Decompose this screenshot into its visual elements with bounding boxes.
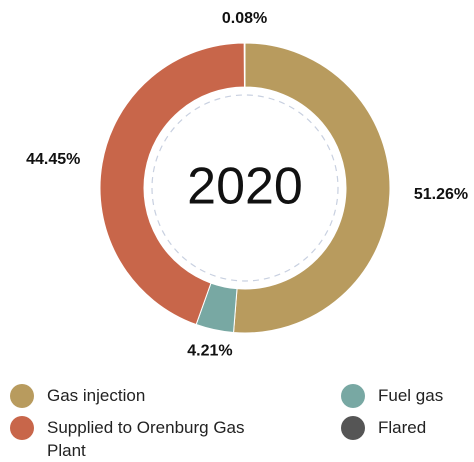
legend-label: Flared	[378, 418, 427, 437]
data-label: 4.21%	[187, 343, 232, 360]
chart: 2020 51.26% 4.21% 44.45% 0.08%	[26, 10, 468, 360]
slice	[232, 42, 391, 334]
center-label: 2020	[187, 158, 303, 216]
legend: Gas injection Fuel gas Supplied to Orenbur…	[10, 384, 470, 462]
slice	[243, 42, 246, 88]
data-label: 51.26%	[414, 186, 468, 203]
legend-item: Supplied to Orenburg Gas Plant	[10, 416, 341, 462]
slice	[99, 42, 245, 326]
legend-swatch	[341, 384, 365, 408]
data-label: 0.08%	[222, 10, 267, 27]
legend-swatch	[10, 384, 34, 408]
legend-label: Gas injection	[47, 386, 146, 405]
legend-label: Supplied to Orenburg Gas Plant	[47, 418, 245, 460]
legend-item: Gas injection	[10, 384, 341, 408]
legend-swatch	[341, 416, 365, 440]
legend-item: Fuel gas	[341, 384, 470, 408]
data-label: 44.45%	[26, 151, 80, 168]
legend-label: Fuel gas	[378, 386, 444, 405]
legend-swatch	[10, 416, 34, 440]
legend-item: Flared	[341, 416, 470, 462]
inner-ring	[151, 94, 339, 282]
